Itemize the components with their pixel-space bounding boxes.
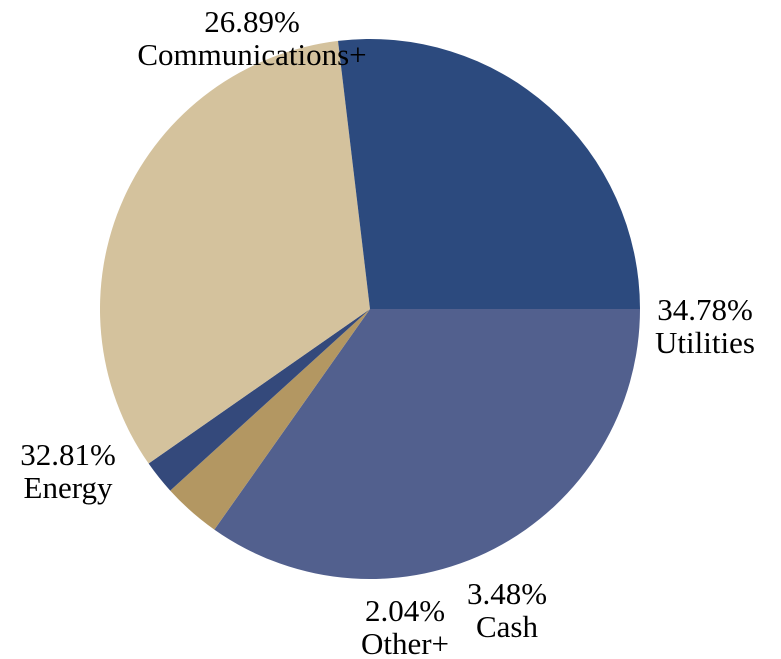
slice-percent-label-communications: 26.89% xyxy=(204,4,300,39)
pie-slice-cash xyxy=(170,309,370,530)
pie-slice-communications xyxy=(338,38,640,309)
slice-name-label-cash: Cash xyxy=(476,609,539,644)
pie-slice-utilities xyxy=(214,309,640,580)
pie-labels: 34.78%Utilities 3.48%Cash 2.04%Other+ 32.81… xyxy=(20,4,755,659)
slice-percent-label-energy: 32.81% xyxy=(20,437,116,472)
pie-slice-other xyxy=(148,309,370,491)
slice-name-label-other: Other+ xyxy=(361,626,449,659)
pie-slice-energy xyxy=(99,40,371,464)
pie-slices xyxy=(99,38,640,580)
slice-percent-label-utilities: 34.78% xyxy=(657,292,753,327)
slice-percent-label-cash: 3.48% xyxy=(467,576,547,611)
slice-name-label-energy: Energy xyxy=(24,470,113,505)
slice-name-label-communications: Communications+ xyxy=(137,37,366,72)
slice-name-label-utilities: Utilities xyxy=(655,325,755,360)
slice-percent-label-other: 2.04% xyxy=(365,593,445,628)
